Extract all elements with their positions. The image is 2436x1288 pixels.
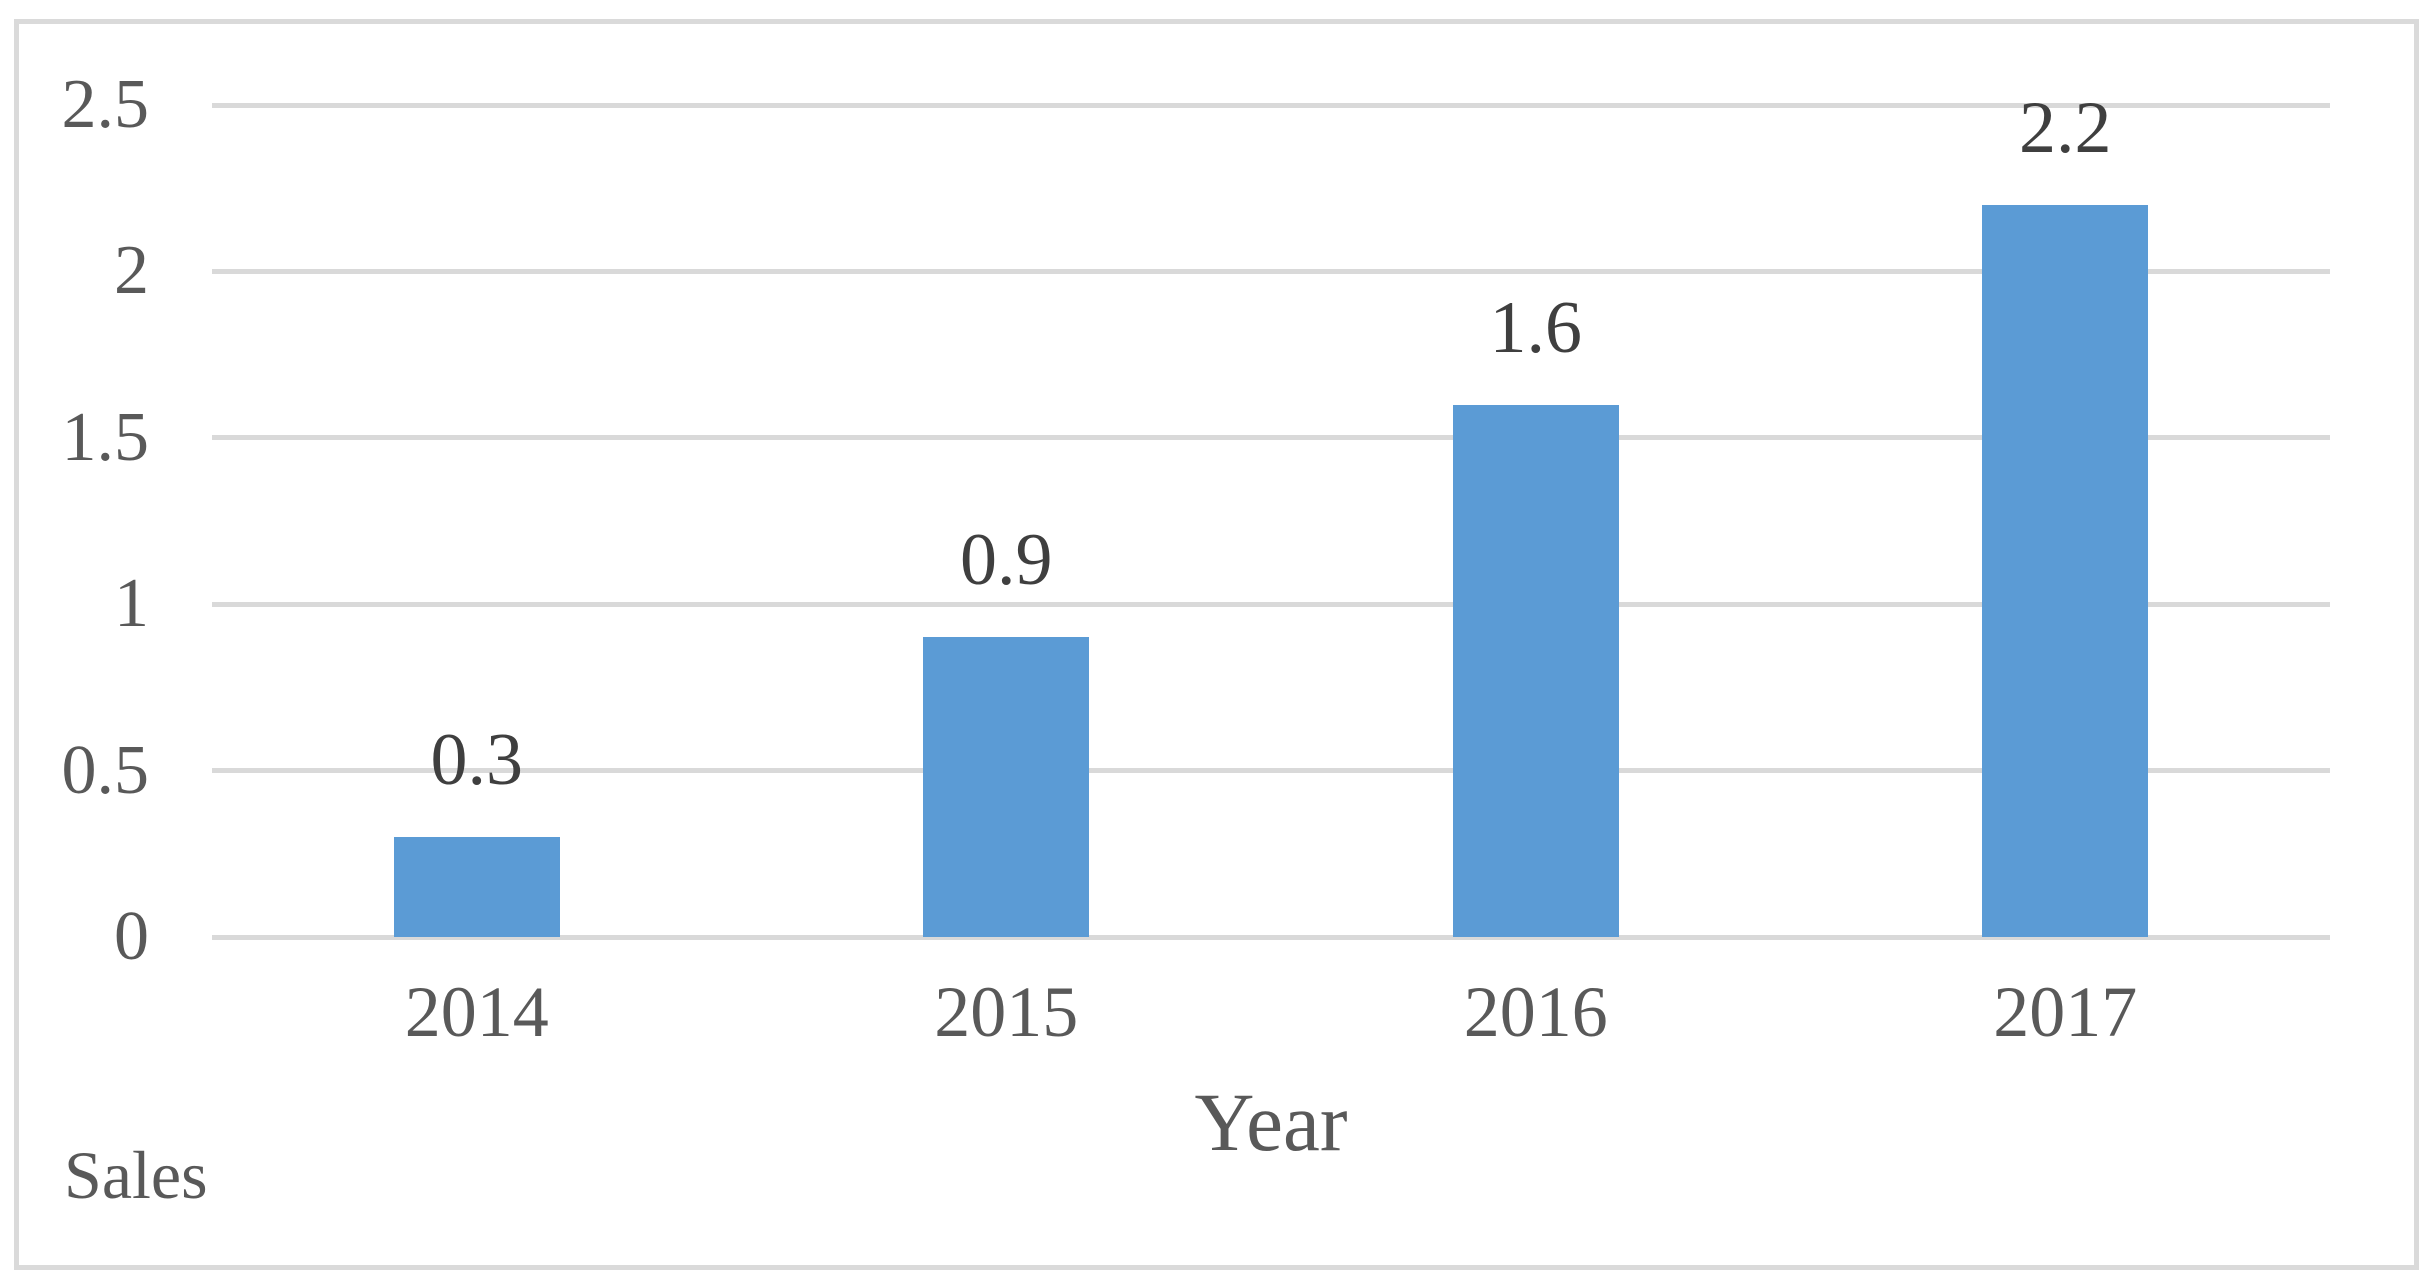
series-legend-label: Sales	[64, 1137, 208, 1213]
bar-value-label: 1.6	[1489, 286, 1583, 369]
x-tick-label: 2016	[1463, 972, 1608, 1052]
bar-2017	[1982, 204, 2149, 937]
bar-value-label: 0.9	[960, 519, 1053, 602]
gridline	[212, 601, 2330, 607]
y-tick-label: 1.5	[61, 398, 150, 476]
bar-value-label: 2.2	[2019, 86, 2112, 169]
y-tick-label: 0.5	[61, 731, 150, 809]
y-tick-label: 2.5	[61, 66, 150, 143]
gridline	[212, 102, 2330, 108]
gridline	[212, 934, 2330, 940]
gridline	[212, 435, 2330, 441]
y-tick-label: 2	[114, 232, 149, 310]
x-tick-label: 2015	[934, 972, 1079, 1052]
x-tick-label: 2014	[404, 972, 549, 1052]
bar-value-label: 0.3	[430, 719, 524, 802]
bar-2014	[393, 837, 560, 937]
x-axis-title: Year	[1194, 1076, 1348, 1168]
bar-2016	[1452, 404, 1619, 937]
y-tick-label: 0	[114, 898, 149, 975]
gridline	[212, 268, 2330, 274]
bar-2015	[923, 637, 1090, 937]
gridline	[212, 768, 2330, 774]
x-tick-label: 2017	[1993, 972, 2138, 1052]
y-tick-label: 1	[114, 565, 149, 643]
